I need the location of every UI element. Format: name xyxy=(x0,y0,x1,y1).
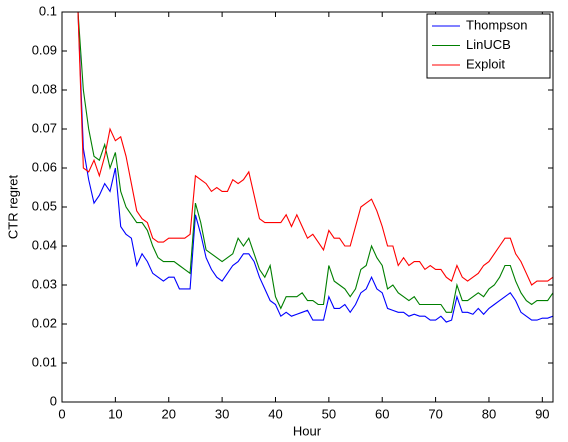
y-tick-label: 0.07 xyxy=(32,120,57,135)
legend-label: Exploit xyxy=(466,56,505,71)
data-line xyxy=(77,12,553,286)
plot-area xyxy=(77,12,553,323)
x-axis-label: Hour xyxy=(293,423,322,438)
x-tick-label: 10 xyxy=(108,406,122,421)
x-tick-label: 90 xyxy=(535,406,549,421)
y-tick-label: 0.09 xyxy=(32,42,57,57)
x-tick-label: 70 xyxy=(428,406,442,421)
y-tick-label: 0.03 xyxy=(32,276,57,291)
data-line xyxy=(77,12,553,323)
y-tick-label: 0.08 xyxy=(32,81,57,96)
x-tick-label: 50 xyxy=(322,406,336,421)
x-tick-label: 40 xyxy=(268,406,282,421)
x-tick-label: 20 xyxy=(162,406,176,421)
y-tick-label: 0.06 xyxy=(32,159,57,174)
x-tick-label: 60 xyxy=(375,406,389,421)
data-line xyxy=(77,12,553,313)
y-tick-label: 0 xyxy=(50,393,57,408)
y-tick-label: 0.1 xyxy=(39,3,57,18)
axes-box xyxy=(61,11,554,403)
legend-label: LinUCB xyxy=(466,37,511,52)
y-tick-label: 0.04 xyxy=(32,237,57,252)
y-axis-label: CTR regret xyxy=(5,174,20,239)
legend-label: Thompson xyxy=(466,17,527,32)
x-tick-label: 30 xyxy=(215,406,229,421)
y-tick-label: 0.01 xyxy=(32,354,57,369)
x-tick-label: 80 xyxy=(482,406,496,421)
y-tick-label: 0.02 xyxy=(32,315,57,330)
x-tick-label: 0 xyxy=(58,406,65,421)
y-tick-label: 0.05 xyxy=(32,198,57,213)
